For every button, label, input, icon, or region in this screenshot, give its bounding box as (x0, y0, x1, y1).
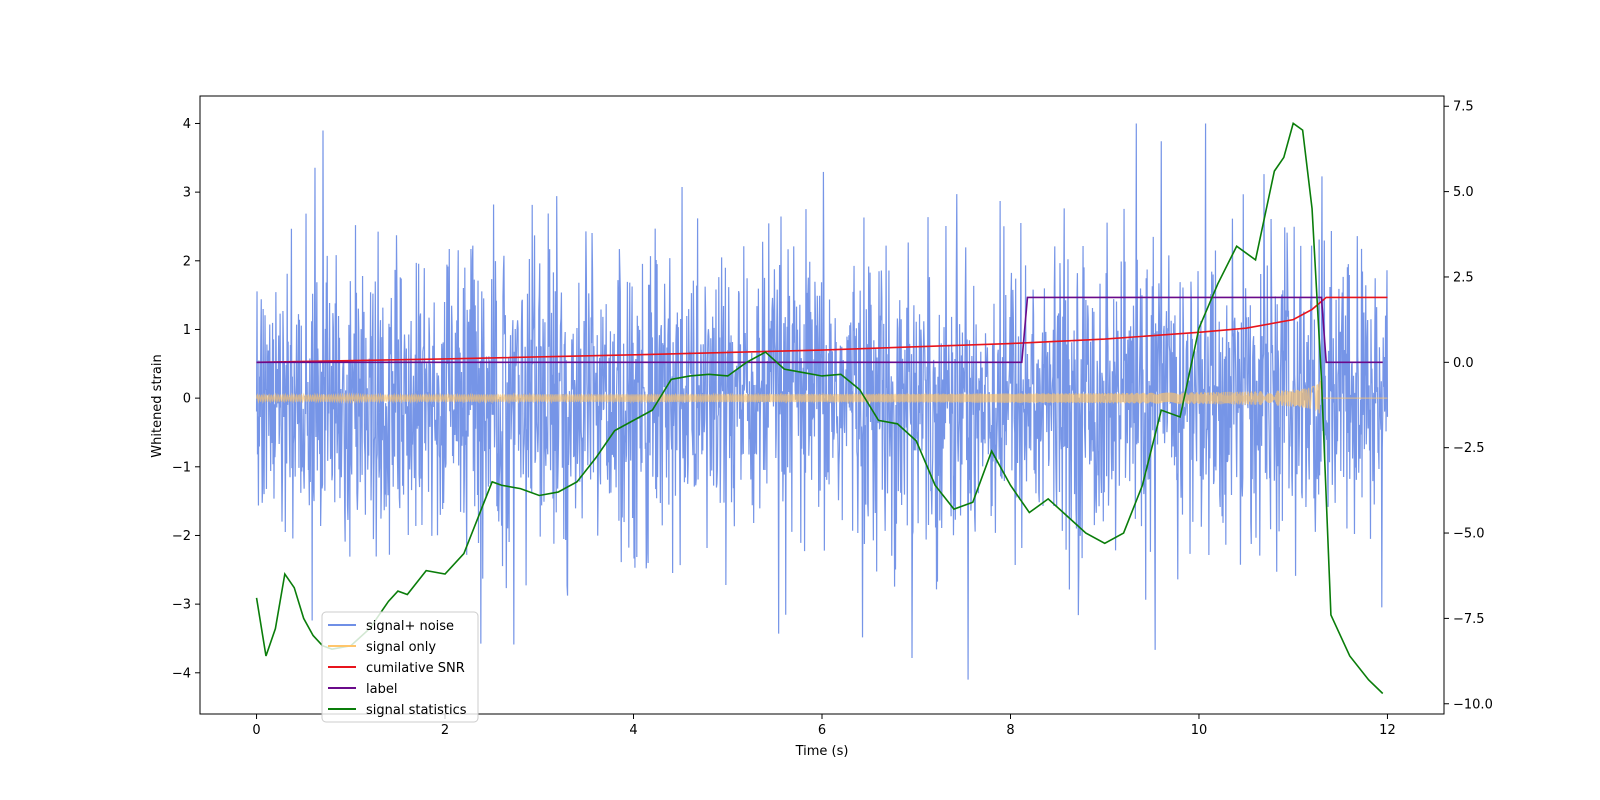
y2-tick-label: −7.5 (1453, 612, 1485, 627)
y2-tick-label: 5.0 (1453, 185, 1474, 200)
plot-area (255, 121, 1389, 695)
x-tick-label: 8 (1006, 723, 1014, 738)
x-axis-label: Time (s) (795, 744, 849, 759)
x-tick-label: 12 (1379, 723, 1396, 738)
y2-tick-label: 0.0 (1453, 356, 1474, 371)
y-tick-label: −3 (172, 598, 191, 613)
legend-box (321, 611, 479, 723)
y-tick-label: −1 (172, 460, 191, 475)
legend-label-signal-statistics: signal statistics (366, 703, 467, 718)
legend: signal+ noise signal only cumilative SNR… (321, 611, 479, 723)
series-label (256, 296, 1383, 364)
y-axis-right: −10.0 −7.5 −5.0 −2.5 0.0 2.5 5.0 7.5 (1444, 100, 1493, 712)
y2-tick-label: −2.5 (1453, 441, 1485, 456)
legend-label-signal-noise: signal+ noise (366, 619, 454, 634)
legend-label-cumulative-snr: cumilative SNR (366, 661, 465, 676)
y2-tick-label: −10.0 (1453, 697, 1493, 712)
x-tick-label: 0 (252, 723, 260, 738)
y-tick-label: −4 (172, 666, 191, 681)
x-tick-label: 10 (1191, 723, 1208, 738)
x-tick-label: 4 (629, 723, 637, 738)
y-axis-label: Whitened strain (150, 354, 165, 457)
y2-tick-label: −5.0 (1453, 527, 1485, 542)
y-tick-label: 3 (183, 186, 191, 201)
x-tick-label: 6 (818, 723, 826, 738)
y-tick-label: −2 (172, 529, 191, 544)
series-cumulative-snr (256, 296, 1388, 364)
y-tick-label: 0 (183, 392, 191, 407)
y2-tick-label: 2.5 (1453, 270, 1474, 285)
series-signal-only (255, 375, 1388, 414)
x-tick-label: 2 (441, 723, 449, 738)
series-signal-statistics (255, 121, 1384, 695)
y-tick-label: 2 (183, 254, 191, 269)
y2-tick-label: 7.5 (1453, 100, 1474, 115)
y-tick-label: 4 (183, 117, 191, 132)
legend-label-signal-only: signal only (366, 640, 436, 655)
y-axis-left: −4 −3 −2 −1 0 1 2 3 4 (172, 117, 200, 681)
y-tick-label: 1 (183, 323, 191, 338)
legend-label-label: label (366, 682, 397, 697)
